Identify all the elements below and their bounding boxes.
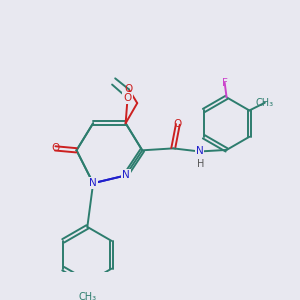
Text: H: H: [196, 159, 204, 169]
Text: N: N: [196, 146, 203, 157]
Text: N: N: [122, 170, 130, 181]
Text: O: O: [51, 143, 59, 153]
Text: F: F: [222, 78, 228, 88]
Text: CH₃: CH₃: [256, 98, 274, 108]
Text: N: N: [89, 178, 97, 188]
Text: O: O: [123, 93, 132, 103]
Text: CH₃: CH₃: [78, 292, 96, 300]
Text: O: O: [124, 84, 133, 94]
Text: O: O: [174, 119, 182, 129]
